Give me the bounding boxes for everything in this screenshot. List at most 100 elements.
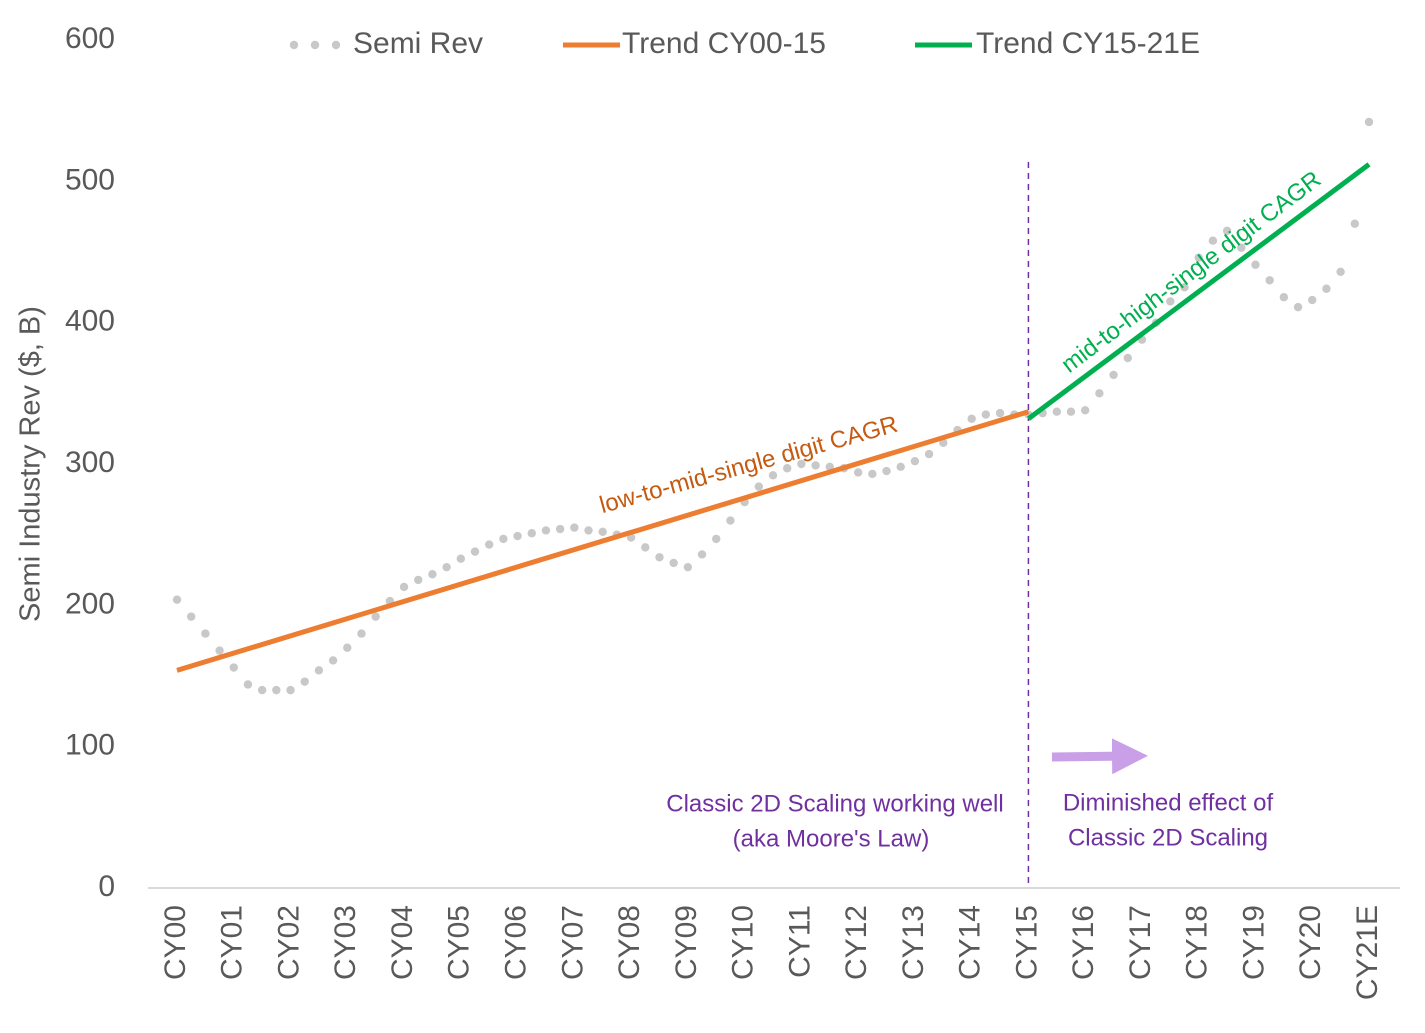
data-point — [995, 408, 1005, 418]
data-point — [981, 410, 991, 419]
data-point — [1109, 370, 1118, 380]
y-tick-label: 300 — [65, 446, 115, 479]
data-point — [1066, 407, 1076, 416]
trend-line — [176, 409, 1030, 673]
x-tick-label: CY04 — [386, 905, 419, 980]
data-point — [201, 629, 210, 638]
data-point — [1208, 236, 1218, 245]
data-point — [896, 462, 905, 472]
data-point — [910, 456, 920, 466]
x-tick-label: CY07 — [556, 905, 589, 980]
y-tick-label: 600 — [65, 22, 115, 55]
x-tick-label: CY02 — [272, 905, 305, 980]
x-tick-label: CY01 — [216, 905, 249, 980]
data-point — [300, 677, 309, 686]
data-point — [584, 526, 593, 535]
data-point — [172, 595, 182, 604]
x-tick-label: CY19 — [1237, 905, 1270, 980]
x-tick-label: CY09 — [670, 905, 703, 980]
data-point — [754, 482, 764, 491]
arrow — [1051, 738, 1148, 775]
data-point — [1350, 219, 1360, 228]
data-point — [1336, 267, 1345, 276]
data-point — [726, 516, 735, 525]
data-point — [484, 540, 494, 549]
x-tick-label: CY05 — [443, 905, 476, 980]
data-point — [782, 464, 792, 473]
data-point — [570, 523, 579, 532]
data-point — [1293, 302, 1303, 312]
data-point — [541, 526, 551, 535]
data-point — [328, 656, 338, 665]
data-point — [683, 562, 693, 572]
x-tick-label: CY17 — [1124, 905, 1157, 980]
annotation: Classic 2D Scaling — [1068, 824, 1268, 851]
data-point — [655, 553, 664, 562]
data-point — [853, 468, 863, 477]
trend-line — [1026, 162, 1371, 421]
annotation: Diminished effect of — [1063, 789, 1274, 816]
data-point — [1194, 253, 1203, 262]
legend-swatch — [289, 40, 299, 50]
data-point — [1166, 297, 1175, 306]
annotation: (aka Moore's Law) — [733, 825, 930, 852]
x-tick-label: CY21E — [1351, 905, 1384, 1000]
y-tick-label: 0 — [98, 870, 115, 903]
x-tick-label: CY16 — [1067, 905, 1100, 980]
data-point — [399, 582, 409, 592]
x-tick-label: CY14 — [954, 905, 987, 980]
y-tick-label: 500 — [65, 163, 115, 196]
y-tick-label: 200 — [65, 587, 115, 620]
data-point — [499, 534, 508, 544]
data-point — [371, 612, 380, 621]
y-axis-label: Semi Industry Rev ($, B) — [15, 306, 47, 622]
annotation: Classic 2D Scaling working well — [666, 790, 1003, 817]
data-point — [442, 562, 451, 572]
y-tick-label: 400 — [65, 305, 115, 338]
data-point — [797, 459, 806, 469]
legend-label: Trend CY00-15 — [622, 27, 826, 60]
data-point — [712, 534, 721, 544]
data-point — [186, 612, 196, 621]
data-point — [967, 414, 976, 423]
data-point — [924, 449, 934, 459]
data-point — [868, 469, 877, 479]
x-tick-label: CY18 — [1181, 905, 1214, 980]
x-tick-label: CY10 — [727, 905, 760, 980]
annotation: mid-to-high-single digit CAGR — [1056, 166, 1326, 379]
data-point — [555, 524, 565, 534]
data-point — [768, 471, 778, 480]
legend-label: Trend CY15-21E — [976, 27, 1200, 60]
x-tick-label: CY20 — [1294, 905, 1327, 980]
data-point — [1322, 284, 1331, 293]
data-point — [428, 570, 437, 579]
data-point — [343, 643, 352, 652]
x-tick-label: CY13 — [897, 905, 930, 980]
x-tick-label: CY15 — [1010, 905, 1043, 980]
data-point — [1364, 117, 1374, 127]
data-point — [243, 680, 253, 689]
data-point — [229, 663, 238, 672]
data-point — [414, 575, 423, 585]
x-tick-label: CY08 — [613, 905, 646, 980]
data-point — [527, 529, 536, 538]
data-point — [641, 543, 650, 552]
data-point — [1180, 283, 1189, 292]
data-point — [1279, 293, 1289, 302]
legend-swatch — [310, 40, 320, 50]
data-point — [357, 629, 366, 638]
data-point — [286, 685, 295, 695]
legend-swatch — [331, 40, 341, 50]
x-tick-label: CY00 — [159, 905, 192, 980]
data-point — [1265, 276, 1274, 285]
data-point — [811, 461, 820, 470]
data-point — [1222, 226, 1232, 235]
data-point — [697, 550, 707, 559]
data-point — [1237, 243, 1246, 252]
data-point — [470, 547, 480, 556]
data-point — [669, 558, 678, 568]
data-point — [314, 666, 324, 675]
data-point — [1080, 406, 1090, 415]
y-tick-label: 100 — [65, 729, 115, 762]
data-point — [1052, 407, 1062, 416]
